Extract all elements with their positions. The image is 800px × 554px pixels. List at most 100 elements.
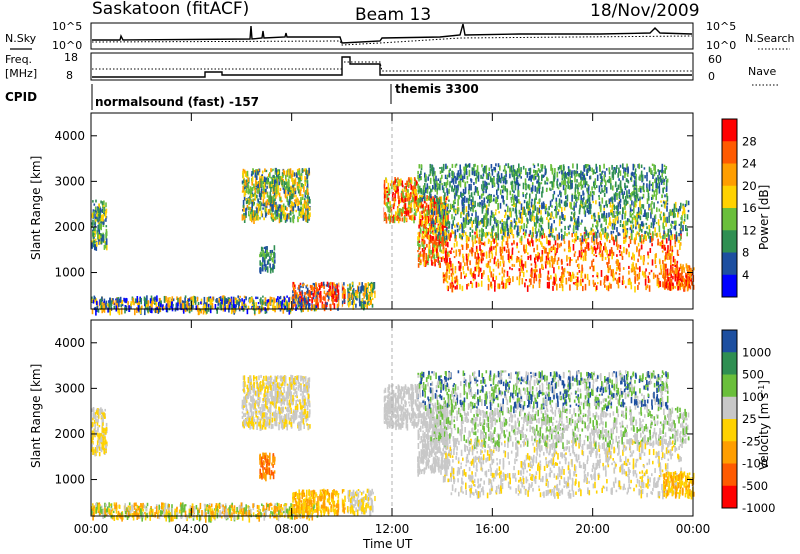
heat-cell — [418, 185, 421, 193]
heat-cell — [519, 260, 521, 267]
heat-cell — [567, 183, 569, 189]
heat-cell — [491, 228, 493, 234]
heat-cell — [252, 210, 255, 217]
heat-cell — [527, 205, 530, 211]
heat-cell — [552, 216, 555, 219]
heat-cell — [638, 282, 640, 285]
heat-cell — [407, 183, 409, 187]
heat-cell — [273, 261, 275, 267]
heat-cell — [120, 304, 122, 308]
heat-cell — [482, 176, 484, 180]
heat-cell — [297, 186, 299, 191]
heat-cell — [585, 164, 588, 169]
heat-cell — [596, 248, 598, 251]
heat-cell — [245, 179, 248, 183]
heat-cell — [481, 242, 483, 245]
heat-cell — [465, 273, 467, 277]
heat-cell — [209, 307, 212, 314]
heat-cell — [413, 185, 415, 193]
heat-cell — [531, 210, 534, 217]
heat-cell — [543, 233, 546, 239]
heat-cell — [663, 225, 665, 230]
heat-cell — [285, 189, 287, 195]
heat-cell — [360, 302, 363, 309]
heat-cell — [610, 209, 612, 213]
heat-cell — [132, 297, 134, 303]
heat-cell — [258, 168, 261, 173]
heat-cell — [410, 215, 412, 220]
heat-cell — [638, 213, 640, 216]
heat-cell — [273, 245, 276, 251]
heat-cell — [192, 298, 195, 305]
heat-cell — [568, 185, 571, 190]
heat-cell — [421, 233, 424, 239]
heat-cell — [526, 201, 528, 209]
heat-cell — [263, 260, 266, 266]
heat-cell — [301, 301, 304, 307]
heat-cell — [454, 209, 457, 214]
heat-cell — [281, 177, 283, 181]
heat-cell — [607, 275, 609, 281]
heat-cell — [539, 268, 541, 274]
heat-cell — [615, 206, 617, 209]
heat-cell — [241, 214, 244, 221]
heat-cell — [623, 239, 625, 244]
heat-cell — [428, 249, 431, 254]
heat-cell — [438, 220, 441, 226]
heat-cell — [411, 214, 414, 221]
heat-cell — [292, 296, 295, 301]
heat-cell — [309, 212, 311, 217]
heat-cell — [334, 293, 336, 298]
heat-cell — [141, 305, 143, 309]
heat-cell — [600, 233, 602, 241]
heat-cell — [482, 205, 485, 209]
heat-cell — [618, 178, 620, 181]
heat-cell — [672, 275, 674, 280]
heat-cell — [323, 295, 325, 301]
heat-cell — [293, 187, 296, 192]
heat-cell — [279, 295, 282, 300]
heat-cell — [648, 235, 650, 239]
heat-cell — [634, 286, 636, 293]
heat-cell — [597, 282, 599, 285]
heat-cell — [288, 304, 290, 310]
heat-cell — [452, 231, 455, 235]
heat-cell — [445, 214, 448, 221]
heat-cell — [487, 173, 490, 180]
heat-cell — [274, 209, 277, 214]
heat-cell — [601, 250, 604, 258]
heat-cell — [448, 250, 451, 253]
heat-cell — [288, 308, 291, 315]
heat-cell — [274, 216, 277, 220]
heat-cell — [498, 283, 501, 289]
heat-cell — [596, 244, 599, 249]
heat-cell — [664, 194, 666, 198]
heat-cell — [100, 305, 103, 310]
heat-cell — [324, 296, 326, 301]
heat-cell — [674, 225, 677, 231]
heat-cell — [417, 209, 419, 212]
heat-cell — [604, 228, 607, 232]
heat-cell — [416, 194, 418, 200]
heat-cell — [647, 254, 650, 259]
heat-cell — [287, 304, 289, 312]
heat-cell — [584, 202, 586, 208]
heat-cell — [306, 216, 309, 223]
heat-cell — [515, 203, 517, 208]
heat-cell — [99, 223, 101, 230]
heat-cell — [157, 306, 160, 309]
heat-cell — [105, 228, 108, 233]
heat-cell — [581, 200, 584, 206]
heat-cell — [419, 219, 422, 226]
heat-cell — [534, 257, 536, 263]
heat-cell — [291, 194, 294, 199]
heat-cell — [580, 177, 583, 183]
heat-cell — [272, 204, 274, 212]
heat-cell — [674, 201, 677, 209]
heat-cell — [656, 274, 659, 280]
heat-cell — [406, 190, 408, 193]
heat-cell — [412, 191, 415, 195]
heat-cell — [232, 299, 235, 306]
heat-cell — [583, 206, 585, 210]
heat-cell — [193, 296, 196, 302]
